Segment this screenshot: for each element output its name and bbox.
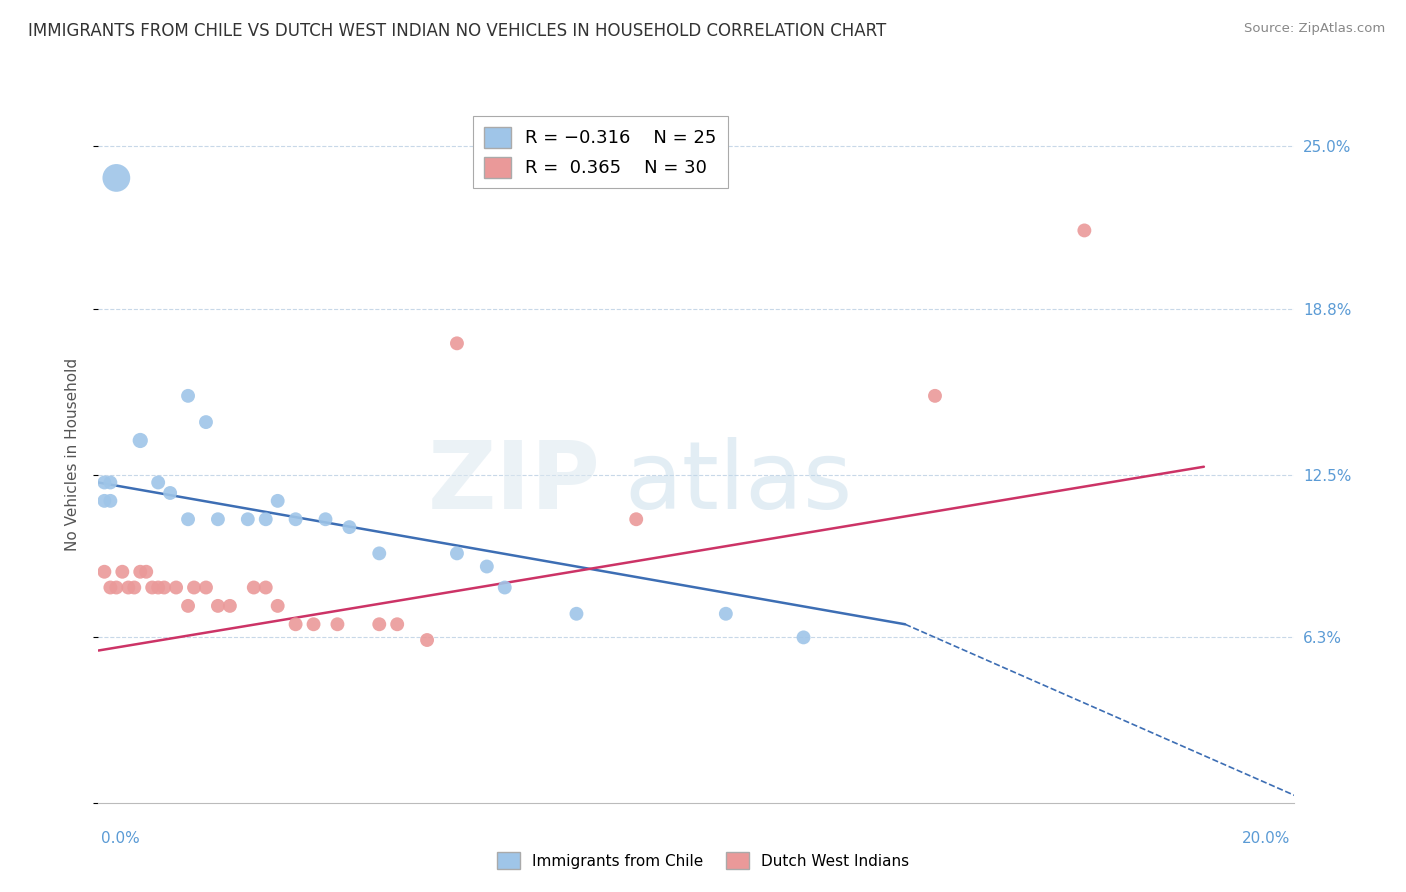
- Legend: Immigrants from Chile, Dutch West Indians: Immigrants from Chile, Dutch West Indian…: [491, 846, 915, 875]
- Point: [153, 581, 176, 595]
- Point: [100, 581, 122, 595]
- Point: [565, 607, 588, 621]
- Point: [243, 581, 266, 595]
- Point: [236, 512, 259, 526]
- Point: [111, 565, 134, 579]
- Point: [195, 415, 218, 429]
- Point: [284, 512, 307, 526]
- Point: [339, 520, 360, 534]
- Point: [267, 494, 290, 508]
- Point: [93, 494, 115, 508]
- Point: [302, 617, 325, 632]
- Point: [368, 546, 391, 560]
- Point: [148, 475, 170, 490]
- Point: [177, 599, 200, 613]
- Point: [100, 475, 122, 490]
- Text: 0.0%: 0.0%: [101, 831, 141, 846]
- Point: [385, 617, 409, 632]
- Point: [165, 581, 187, 595]
- Point: [626, 512, 648, 526]
- Point: [207, 512, 229, 526]
- Point: [219, 599, 242, 613]
- Point: [159, 486, 181, 500]
- Point: [254, 581, 277, 595]
- Point: [446, 336, 468, 351]
- Point: [100, 494, 122, 508]
- Point: [177, 389, 200, 403]
- Point: [254, 512, 277, 526]
- Point: [135, 565, 157, 579]
- Text: 20.0%: 20.0%: [1243, 831, 1291, 846]
- Legend: R = −0.316    N = 25, R =  0.365    N = 30: R = −0.316 N = 25, R = 0.365 N = 30: [472, 116, 728, 188]
- Text: IMMIGRANTS FROM CHILE VS DUTCH WEST INDIAN NO VEHICLES IN HOUSEHOLD CORRELATION : IMMIGRANTS FROM CHILE VS DUTCH WEST INDI…: [28, 22, 886, 40]
- Point: [129, 565, 152, 579]
- Point: [446, 546, 468, 560]
- Point: [714, 607, 737, 621]
- Text: Source: ZipAtlas.com: Source: ZipAtlas.com: [1244, 22, 1385, 36]
- Point: [195, 581, 218, 595]
- Text: atlas: atlas: [624, 437, 852, 529]
- Point: [284, 617, 307, 632]
- Point: [475, 559, 498, 574]
- Point: [105, 581, 128, 595]
- Point: [141, 581, 163, 595]
- Point: [148, 581, 170, 595]
- Y-axis label: No Vehicles in Household: No Vehicles in Household: [65, 359, 80, 551]
- Point: [183, 581, 205, 595]
- Point: [315, 512, 337, 526]
- Point: [129, 434, 152, 448]
- Point: [207, 599, 229, 613]
- Point: [1073, 223, 1095, 237]
- Point: [177, 512, 200, 526]
- Point: [326, 617, 349, 632]
- Point: [93, 475, 115, 490]
- Point: [117, 581, 139, 595]
- Point: [494, 581, 516, 595]
- Point: [124, 581, 146, 595]
- Point: [105, 170, 128, 185]
- Point: [267, 599, 290, 613]
- Point: [924, 389, 946, 403]
- Point: [416, 633, 439, 648]
- Point: [368, 617, 391, 632]
- Point: [793, 631, 815, 645]
- Point: [93, 565, 115, 579]
- Text: ZIP: ZIP: [427, 437, 600, 529]
